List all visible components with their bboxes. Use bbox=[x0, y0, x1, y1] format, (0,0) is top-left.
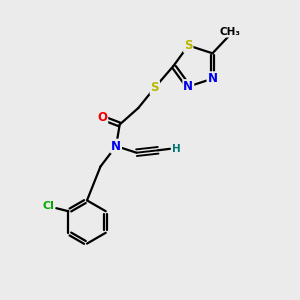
Text: N: N bbox=[111, 140, 121, 153]
Text: O: O bbox=[97, 111, 107, 124]
Text: S: S bbox=[151, 81, 159, 94]
Text: N: N bbox=[183, 80, 193, 93]
Text: H: H bbox=[172, 144, 181, 154]
Text: CH₃: CH₃ bbox=[219, 27, 240, 37]
Text: N: N bbox=[208, 72, 218, 85]
Text: S: S bbox=[184, 39, 193, 52]
Text: Cl: Cl bbox=[42, 201, 54, 211]
